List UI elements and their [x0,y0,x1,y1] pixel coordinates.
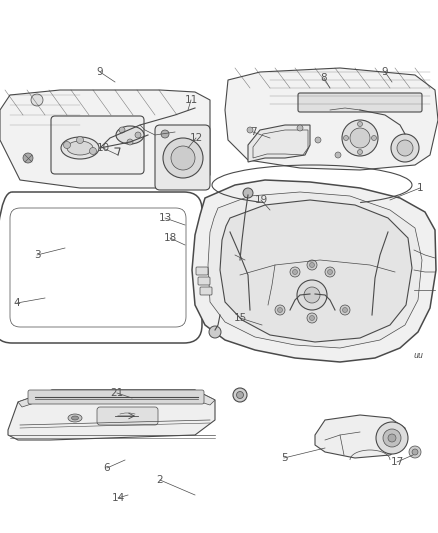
Circle shape [388,434,396,442]
Circle shape [325,267,335,277]
Text: 6: 6 [104,463,110,473]
Text: 7: 7 [250,127,256,137]
Circle shape [243,188,253,198]
Circle shape [304,287,320,303]
Circle shape [412,449,418,455]
Circle shape [343,308,347,312]
Circle shape [297,280,327,310]
Circle shape [297,125,303,131]
FancyBboxPatch shape [198,277,210,285]
Text: 11: 11 [184,95,198,105]
Polygon shape [0,90,210,188]
Polygon shape [18,390,215,407]
FancyBboxPatch shape [51,116,144,174]
Circle shape [307,260,317,270]
Text: 21: 21 [110,388,124,398]
FancyBboxPatch shape [97,407,158,425]
Circle shape [328,270,332,274]
Text: 12: 12 [189,133,203,143]
Ellipse shape [68,414,82,422]
FancyBboxPatch shape [28,390,204,404]
Polygon shape [315,415,405,458]
Circle shape [89,148,96,155]
Circle shape [357,122,363,126]
Circle shape [350,128,370,148]
Text: 10: 10 [96,143,110,153]
Polygon shape [8,390,215,440]
Text: 13: 13 [159,213,172,223]
Circle shape [391,134,419,162]
Circle shape [171,146,195,170]
Circle shape [278,308,283,312]
Circle shape [119,127,125,133]
Text: 2: 2 [157,475,163,485]
Circle shape [31,94,43,106]
Polygon shape [225,68,438,170]
FancyBboxPatch shape [155,125,210,190]
Text: 9: 9 [97,67,103,77]
Circle shape [357,149,363,155]
Circle shape [233,388,247,402]
Polygon shape [220,200,412,342]
Circle shape [397,140,413,156]
Circle shape [310,316,314,320]
Ellipse shape [61,137,99,159]
Text: 3: 3 [34,250,40,260]
Circle shape [135,132,141,138]
Circle shape [315,137,321,143]
Circle shape [342,120,378,156]
Circle shape [376,422,408,454]
Circle shape [64,141,71,149]
Circle shape [340,305,350,315]
Circle shape [127,139,133,145]
Ellipse shape [116,126,144,144]
FancyBboxPatch shape [200,287,212,295]
Circle shape [290,267,300,277]
Text: 15: 15 [233,313,247,323]
FancyBboxPatch shape [298,93,422,112]
Circle shape [209,326,221,338]
Circle shape [293,270,297,274]
Circle shape [161,130,169,138]
Circle shape [247,127,253,133]
Polygon shape [208,192,422,348]
Circle shape [237,392,244,399]
Circle shape [275,305,285,315]
Circle shape [310,262,314,268]
Text: 8: 8 [321,73,327,83]
Circle shape [23,153,33,163]
Circle shape [383,429,401,447]
Polygon shape [248,125,310,162]
Text: 5: 5 [281,453,287,463]
Circle shape [77,136,84,143]
Text: 1: 1 [417,183,423,193]
FancyBboxPatch shape [196,267,208,275]
Circle shape [343,135,349,141]
Polygon shape [192,180,436,362]
Circle shape [371,135,377,141]
Text: uu: uu [413,351,423,359]
Ellipse shape [67,141,93,155]
Text: 4: 4 [14,298,20,308]
Circle shape [409,446,421,458]
Text: 19: 19 [254,195,268,205]
Circle shape [335,152,341,158]
Text: 17: 17 [390,457,404,467]
Circle shape [163,138,203,178]
Text: 9: 9 [381,67,389,77]
Circle shape [307,313,317,323]
Ellipse shape [71,416,78,420]
Text: 14: 14 [111,493,125,503]
Text: 18: 18 [163,233,177,243]
